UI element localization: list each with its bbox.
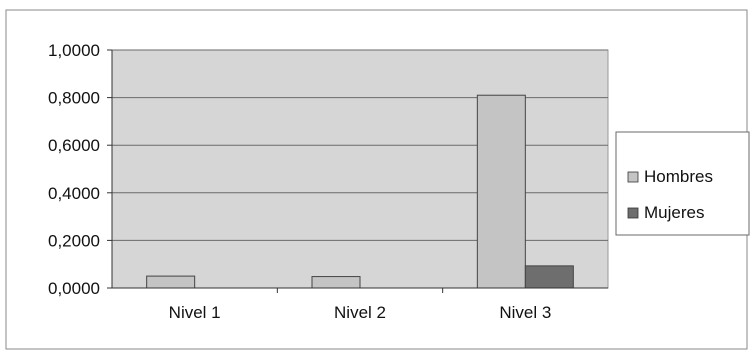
y-tick-label: 0,2000 [48, 231, 100, 250]
x-axis-tick-labels: Nivel 1 Nivel 2 Nivel 3 [169, 288, 551, 322]
x-tick-label: Nivel 2 [334, 303, 386, 322]
x-tick-label: Nivel 1 [169, 303, 221, 322]
legend-label-mujeres: Mujeres [644, 203, 704, 222]
legend-swatch-hombres [627, 171, 639, 183]
bar-hombres-nivel-1 [146, 275, 196, 289]
bar-hombres-nivel-3 [476, 94, 526, 289]
y-axis-tick-labels: 1,0000 0,8000 0,6000 0,4000 0,2000 0,0000 [48, 41, 112, 298]
y-tick-label: 0,4000 [48, 184, 100, 203]
legend-label-hombres: Hombres [644, 167, 713, 186]
y-tick-label: 0,6000 [48, 136, 100, 155]
y-tick-label: 0,0000 [48, 279, 100, 298]
plot-area [111, 49, 609, 289]
bars [146, 94, 574, 289]
y-tick-label: 1,0000 [48, 41, 100, 60]
bar-hombres-nivel-2 [311, 276, 361, 289]
bar-mujeres-nivel-3 [524, 265, 574, 289]
legend: Hombres Mujeres [615, 131, 750, 236]
legend-swatch-mujeres [627, 207, 639, 219]
y-tick-label: 0,8000 [48, 89, 100, 108]
x-tick-label: Nivel 3 [499, 303, 551, 322]
